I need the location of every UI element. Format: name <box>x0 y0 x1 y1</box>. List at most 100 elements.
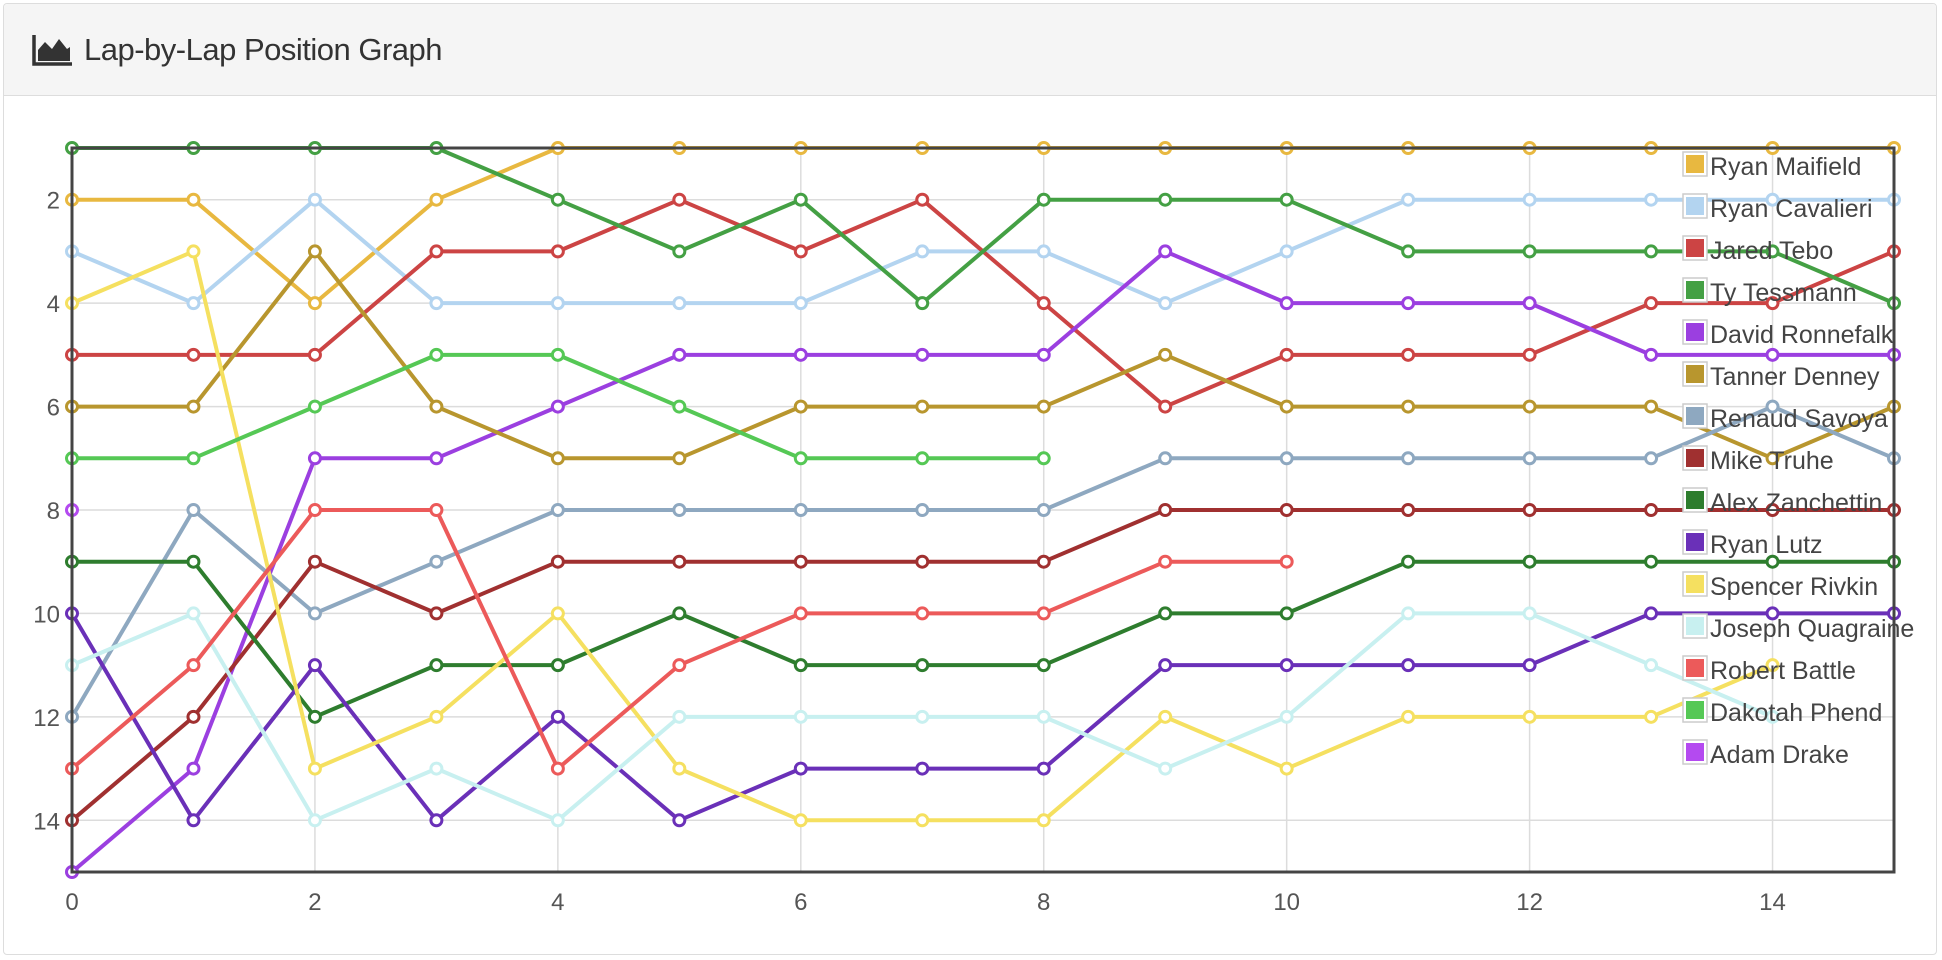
data-point <box>915 451 930 466</box>
legend-swatch <box>1686 155 1704 173</box>
legend-label: Dakotah Phend <box>1710 699 1882 727</box>
data-point <box>915 554 930 569</box>
legend-item: Ryan Lutz <box>1682 529 1823 559</box>
data-point <box>186 761 201 776</box>
legend-swatch <box>1686 323 1704 341</box>
data-point <box>1036 761 1051 776</box>
data-point <box>1036 347 1051 362</box>
data-point <box>307 451 322 466</box>
data-point <box>793 347 808 362</box>
data-point <box>1401 709 1416 724</box>
data-point <box>307 399 322 414</box>
data-point <box>1401 296 1416 311</box>
data-point <box>915 296 930 311</box>
data-point <box>550 192 565 207</box>
data-point <box>1644 503 1659 517</box>
data-point <box>1522 554 1537 569</box>
data-point <box>1158 347 1173 362</box>
data-point <box>307 813 322 828</box>
data-point <box>1765 347 1780 362</box>
data-point <box>1644 399 1659 414</box>
legend-swatch <box>1686 281 1704 299</box>
legend-item: Robert Battle <box>1682 655 1856 685</box>
data-point <box>1158 606 1173 621</box>
data-point <box>672 606 687 621</box>
legend-item: Ryan Cavalieri <box>1682 193 1873 223</box>
data-point <box>1158 399 1173 414</box>
data-point <box>307 554 322 569</box>
legend: Ryan Maifield Ryan Cavalieri Jared Tebo Ty … <box>1682 151 1914 769</box>
data-point <box>1401 399 1416 414</box>
axis-layer: 0 2 4 6 8 10 12 14 2 4 6 8 10 12 14 <box>33 146 1896 916</box>
y-tick-label: 2 <box>47 188 60 215</box>
data-point <box>1401 503 1416 517</box>
data-point <box>550 347 565 362</box>
legend-item: Jared Tebo <box>1682 235 1833 265</box>
data-point <box>1522 347 1537 362</box>
data-point <box>186 296 201 311</box>
panel-title: Lap-by-Lap Position Graph <box>84 31 443 67</box>
series-joseph-quagraine <box>65 606 1780 828</box>
legend-label: David Ronnefalk <box>1710 321 1894 349</box>
data-point <box>550 296 565 311</box>
data-point <box>1158 503 1173 517</box>
data-point <box>1158 451 1173 466</box>
data-point <box>672 347 687 362</box>
data-point <box>1644 244 1659 259</box>
series-mike-truhe <box>65 503 1901 828</box>
data-point <box>1765 709 1780 724</box>
data-point <box>793 192 808 207</box>
series-layer <box>65 141 1901 879</box>
data-point <box>1036 658 1051 673</box>
data-point <box>1036 606 1051 621</box>
data-point <box>1401 244 1416 259</box>
x-tick-label: 8 <box>1037 889 1050 916</box>
data-point <box>672 296 687 311</box>
x-tick-label: 14 <box>1759 889 1786 916</box>
legend-label: Tanner Denney <box>1710 363 1880 391</box>
data-point <box>186 554 201 569</box>
data-point <box>793 606 808 621</box>
legend-swatch <box>1686 575 1704 593</box>
legend-label: Ryan Lutz <box>1710 531 1823 559</box>
data-point <box>915 192 930 207</box>
data-point <box>1522 399 1537 414</box>
data-point <box>1036 244 1051 259</box>
data-point <box>429 451 444 466</box>
legend-item: Ryan Maifield <box>1682 151 1861 181</box>
data-point <box>550 503 565 517</box>
legend-item: Alex Zanchettin <box>1682 487 1882 517</box>
data-point <box>307 658 322 673</box>
x-tick-label: 12 <box>1516 889 1543 916</box>
data-point <box>1036 813 1051 828</box>
area-chart-icon <box>32 34 72 66</box>
data-point <box>1279 709 1294 724</box>
y-tick-label: 8 <box>47 498 60 525</box>
legend-item: Adam Drake <box>1682 739 1849 769</box>
legend-label: Joseph Quagraine <box>1710 615 1914 643</box>
data-point <box>915 761 930 776</box>
data-point <box>1158 709 1173 724</box>
data-point <box>672 554 687 569</box>
data-point <box>672 503 687 517</box>
legend-swatch <box>1686 491 1704 509</box>
x-tick-label: 10 <box>1273 889 1300 916</box>
data-point <box>793 761 808 776</box>
legend-label: Ryan Maifield <box>1710 153 1861 181</box>
data-point <box>793 399 808 414</box>
data-point <box>1279 761 1294 776</box>
data-point <box>1279 296 1294 311</box>
data-point <box>550 658 565 673</box>
data-point <box>1765 244 1780 259</box>
data-point <box>1522 503 1537 517</box>
data-point <box>1644 296 1659 311</box>
chart-panel: Lap-by-Lap Position Graph <box>3 3 1937 955</box>
data-point <box>672 813 687 828</box>
data-point <box>1279 347 1294 362</box>
legend-label: Spencer Rivkin <box>1710 573 1878 601</box>
data-point <box>1765 399 1780 414</box>
legend-label: Robert Battle <box>1710 657 1856 685</box>
data-point <box>1158 761 1173 776</box>
legend-item: Dakotah Phend <box>1682 697 1882 727</box>
data-point <box>672 658 687 673</box>
